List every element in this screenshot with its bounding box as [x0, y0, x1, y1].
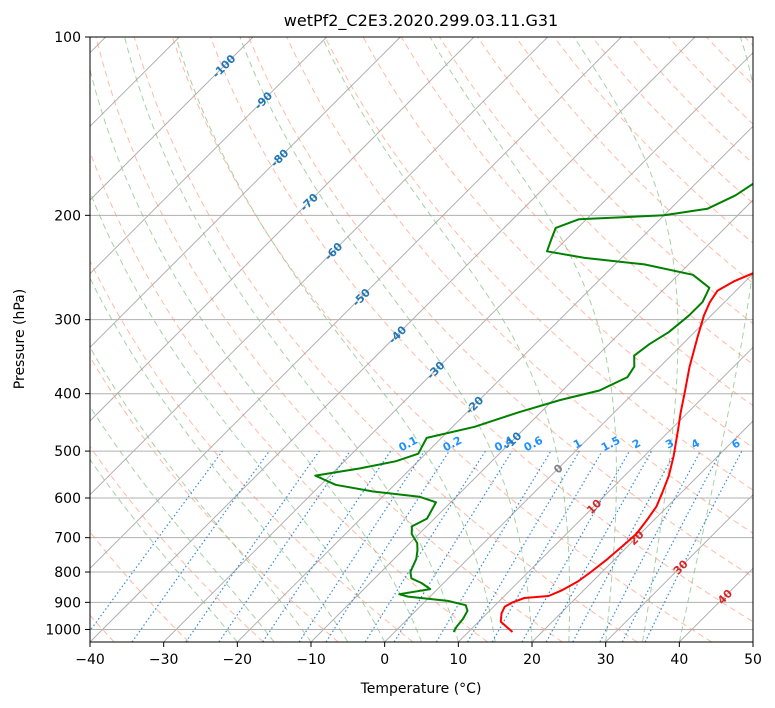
mixing-ratio-line [325, 450, 450, 642]
y-tick-label: 1000 [45, 622, 81, 638]
y-tick-label: 100 [54, 30, 81, 46]
isotherm-line [384, 272, 753, 642]
dry-adiabat [324, 37, 753, 491]
x-tick-label: 0 [380, 652, 389, 668]
dry-adiabat [90, 259, 414, 642]
mixing-ratio-line [644, 450, 743, 642]
isotherm-line [605, 493, 753, 642]
isotherm-line [90, 37, 475, 422]
moist-adiabat [573, 37, 679, 642]
chart-title: wetPf2_C2E3.2020.299.03.11.G31 [284, 11, 558, 31]
moist-adiabat [90, 405, 275, 642]
moist-adiabat [678, 37, 753, 642]
moist-adiabat [239, 37, 533, 642]
moist-adiabat [175, 37, 496, 642]
mixing-ratio-line [393, 450, 513, 642]
x-tick-label: −40 [75, 652, 105, 668]
dry-adiabat [171, 37, 712, 642]
mixing-ratio-line [90, 450, 223, 632]
mixing-ratio-line [131, 450, 270, 642]
isotherm-line [236, 125, 753, 642]
plot-frame [89, 36, 754, 643]
isotherm-line [90, 37, 622, 570]
plot-area: 0.10.20.40.611.52346810131620253036-100-… [90, 37, 753, 642]
dry-adiabat [90, 445, 264, 642]
x-tick-label: −30 [149, 652, 179, 668]
x-tick-label: 20 [523, 652, 541, 668]
y-tick-label: 400 [54, 387, 81, 403]
dry-adiabat [210, 37, 753, 623]
y-tick-label: 800 [54, 565, 81, 581]
moist-adiabat [90, 67, 422, 642]
isotherm-line [90, 37, 401, 349]
isotherm-line [531, 420, 753, 642]
x-tick-label: −20 [223, 652, 253, 668]
x-tick-label: 40 [670, 652, 688, 668]
y-tick-label: 700 [54, 531, 81, 547]
y-tick-label: 200 [54, 208, 81, 224]
x-tick-label: 30 [597, 652, 615, 668]
mixing-ratio-line [545, 450, 653, 642]
y-tick-label: 500 [54, 444, 81, 460]
y-tick-label: 900 [54, 595, 81, 611]
x-tick-label: −10 [296, 652, 326, 668]
mixing-ratio-line [218, 450, 351, 642]
moist-adiabat [429, 37, 617, 642]
dry-adiabat [90, 356, 339, 642]
dry-adiabat [515, 37, 753, 284]
isotherm-line [90, 37, 549, 496]
dry-adiabat [95, 37, 563, 642]
mixing-ratio-line [521, 450, 631, 642]
dewpoint-profile [314, 182, 753, 633]
moist-adiabat [90, 346, 312, 642]
y-tick-label: 300 [54, 313, 81, 329]
moist-adiabat [90, 458, 238, 642]
isotherm-line [457, 346, 753, 642]
isotherm-line [90, 37, 328, 275]
mixing-ratio-line [572, 450, 677, 642]
mixing-ratio-line [185, 450, 320, 642]
y-axis-title: Pressure (hPa) [12, 289, 28, 389]
dry-adiabat [286, 37, 753, 534]
x-axis-title: Temperature (°C) [360, 681, 482, 697]
dry-adiabat [133, 37, 638, 642]
dry-adiabat [248, 37, 753, 578]
y-tick-label: 600 [54, 491, 81, 507]
x-tick-label: 10 [449, 652, 467, 668]
x-tick-label: 50 [744, 652, 762, 668]
isotherm-line [163, 51, 753, 642]
axes: −40 −30 −20 −10 0 10 20 30 40 50 100 200 300 400 500 60… [45, 30, 762, 668]
temperature-profile [499, 272, 753, 633]
moist-adiabat [90, 190, 386, 642]
moist-adiabat [321, 37, 571, 642]
isotherm-line [90, 37, 254, 201]
mixing-ratio-line [262, 450, 392, 642]
moist-adiabat [90, 277, 349, 642]
